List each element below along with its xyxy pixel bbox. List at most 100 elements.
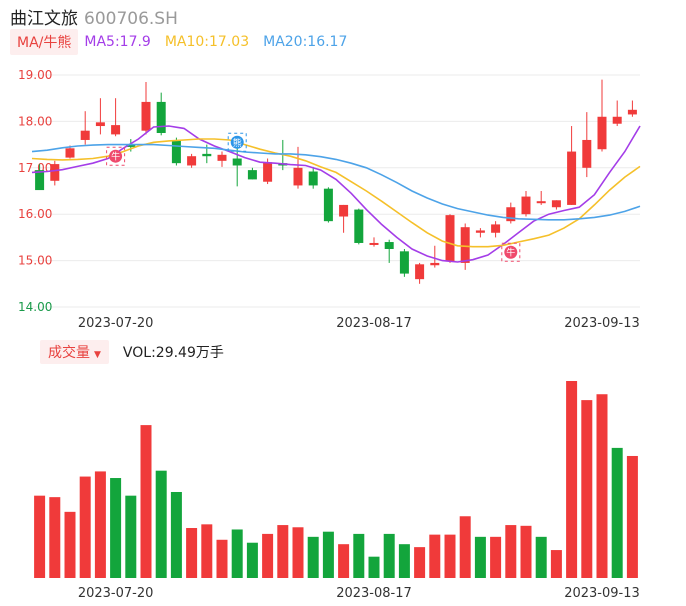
volume-bar — [322, 531, 334, 578]
x-tick-label: 2023-09-13 — [564, 586, 640, 601]
stock-name: 曲江文旅 — [10, 9, 78, 29]
kline-grid — [30, 74, 640, 308]
ma-legend: MA/牛熊 MA5:17.9 MA10:17.03 MA20:16.17 — [10, 29, 361, 55]
ma5-line — [31, 125, 641, 263]
y-tick-label: 15.00 — [18, 254, 52, 268]
volume-bar — [49, 497, 61, 578]
volume-bar — [277, 525, 289, 578]
kline-x-axis: 2023-07-20 2023-08-17 2023-09-13 — [78, 316, 640, 331]
volume-bar — [64, 511, 76, 578]
candle-body — [445, 215, 455, 262]
x-tick-label: 2023-09-13 — [564, 316, 640, 331]
volume-bar — [34, 495, 46, 578]
stock-title: 曲江文旅 600706.SH — [10, 4, 178, 29]
volume-bar — [353, 533, 365, 578]
volume-bar — [383, 533, 395, 578]
stock-code: 600706.SH — [84, 9, 178, 29]
volume-bar — [79, 476, 91, 578]
y-tick-label: 16.00 — [18, 207, 52, 221]
bull-marker-icon: 牛 — [106, 146, 126, 166]
volume-value: VOL:29.49万手 — [122, 345, 224, 361]
candle-body — [35, 170, 45, 191]
volume-bar — [246, 542, 258, 578]
volume-bar — [398, 544, 410, 578]
marker-frame — [106, 146, 126, 166]
volume-bar — [125, 495, 137, 578]
volume-bar — [490, 536, 502, 578]
candle-body — [430, 262, 440, 266]
volume-bars — [34, 381, 638, 578]
candle-body — [171, 140, 181, 164]
candle-body — [384, 242, 394, 249]
marker-disc — [504, 245, 518, 259]
kline-ma-lines — [31, 125, 641, 263]
marker-glyph: 牛 — [111, 151, 120, 163]
volume-bar — [596, 394, 608, 578]
volume-bar — [307, 536, 319, 578]
volume-x-axis: 2023-07-20 2023-08-17 2023-09-13 — [78, 586, 640, 601]
ma20-line — [31, 143, 641, 221]
volume-bar — [110, 478, 122, 578]
volume-bar — [414, 547, 426, 578]
volume-bar — [292, 527, 304, 578]
volume-bar — [368, 556, 380, 578]
marker-glyph: 熊 — [233, 137, 242, 149]
kline-candles — [35, 79, 637, 284]
ma-toggle-button[interactable]: MA/牛熊 — [10, 29, 79, 55]
candle-body — [293, 167, 303, 186]
x-tick-label: 2023-08-17 — [336, 586, 412, 601]
marker-frame — [501, 242, 521, 262]
candle-body — [627, 109, 637, 115]
volume-toggle-button[interactable]: 成交量 ▼ — [40, 340, 109, 364]
volume-toggle-label: 成交量 — [48, 345, 90, 361]
candle-body — [65, 148, 75, 158]
candle-body — [217, 154, 227, 161]
caret-down-icon: ▼ — [94, 350, 101, 360]
candle-body — [141, 101, 151, 131]
candle-body — [50, 164, 60, 181]
candle-body — [95, 122, 105, 127]
candle-body — [263, 162, 273, 182]
volume-bar — [155, 470, 167, 578]
volume-bar — [550, 550, 562, 578]
volume-bar — [94, 471, 106, 578]
volume-bar — [216, 539, 228, 578]
ma20-legend: MA20:16.17 — [263, 34, 348, 50]
candle-body — [415, 264, 425, 280]
candle-body — [339, 204, 349, 217]
candle-body — [369, 242, 379, 245]
x-tick-label: 2023-08-17 — [336, 316, 412, 331]
volume-bar — [170, 491, 182, 578]
volume-bar — [581, 400, 593, 578]
candle-body — [80, 130, 90, 140]
volume-bar — [611, 447, 623, 578]
bull-marker-icon: 牛 — [501, 242, 521, 262]
volume-bar — [535, 536, 547, 578]
candle-body — [612, 116, 622, 124]
candle-body — [551, 200, 561, 208]
candle-body — [475, 230, 485, 233]
candle-body — [354, 209, 364, 243]
volume-bar — [474, 536, 486, 578]
marker-disc — [109, 149, 123, 163]
ma5-legend: MA5:17.9 — [84, 34, 151, 50]
candle-body — [156, 101, 166, 133]
candle-body — [536, 201, 546, 204]
candle-body — [202, 153, 212, 157]
candle-body — [308, 171, 318, 186]
volume-bar — [459, 516, 471, 578]
candle-body — [126, 144, 136, 147]
x-tick-label: 2023-07-20 — [78, 316, 154, 331]
y-tick-label: 18.00 — [18, 114, 52, 128]
candle-body — [187, 156, 197, 166]
volume-bar — [338, 544, 350, 578]
candle-body — [247, 170, 257, 180]
volume-bar — [520, 525, 532, 578]
x-tick-label: 2023-07-20 — [78, 586, 154, 601]
candle-body — [567, 151, 577, 205]
volume-bar — [140, 425, 152, 578]
volume-bar — [231, 529, 243, 578]
marker-glyph: 牛 — [506, 247, 515, 259]
